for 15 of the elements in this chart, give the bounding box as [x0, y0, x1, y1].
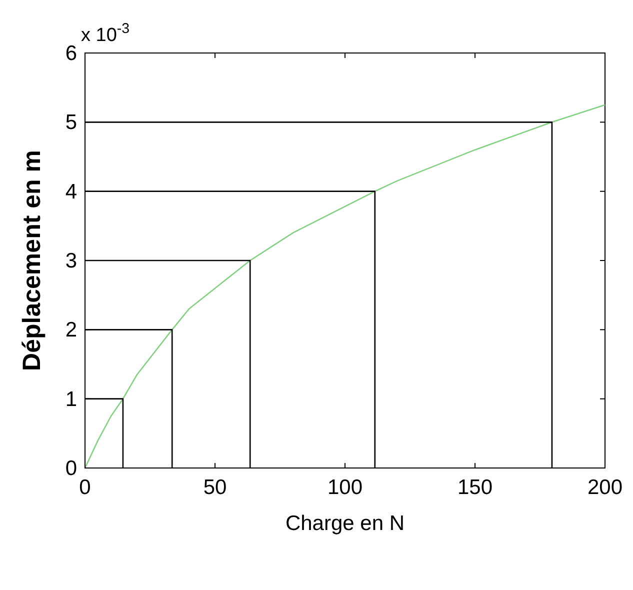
x-tick-label: 150	[457, 476, 493, 499]
y-tick-label: 6	[65, 42, 77, 65]
x-tick-label: 50	[203, 476, 227, 499]
y-axis-title: Déplacement en m	[18, 150, 46, 371]
x-tick-label: 100	[327, 476, 363, 499]
y-tick-label: 0	[65, 457, 77, 480]
text: x 10$^{-3}$	[81, 21, 130, 46]
y-tick-label: 3	[65, 250, 77, 272]
x-axis-title: Charge en N	[285, 512, 405, 535]
y-tick-label: 5	[65, 111, 77, 134]
x-tick-label: 0	[79, 476, 91, 499]
x-tick-label: 200	[587, 476, 623, 499]
y-tick-label: 4	[65, 180, 78, 204]
y-tick-label: 1	[65, 388, 77, 411]
y-tick-label: 2	[65, 318, 77, 342]
